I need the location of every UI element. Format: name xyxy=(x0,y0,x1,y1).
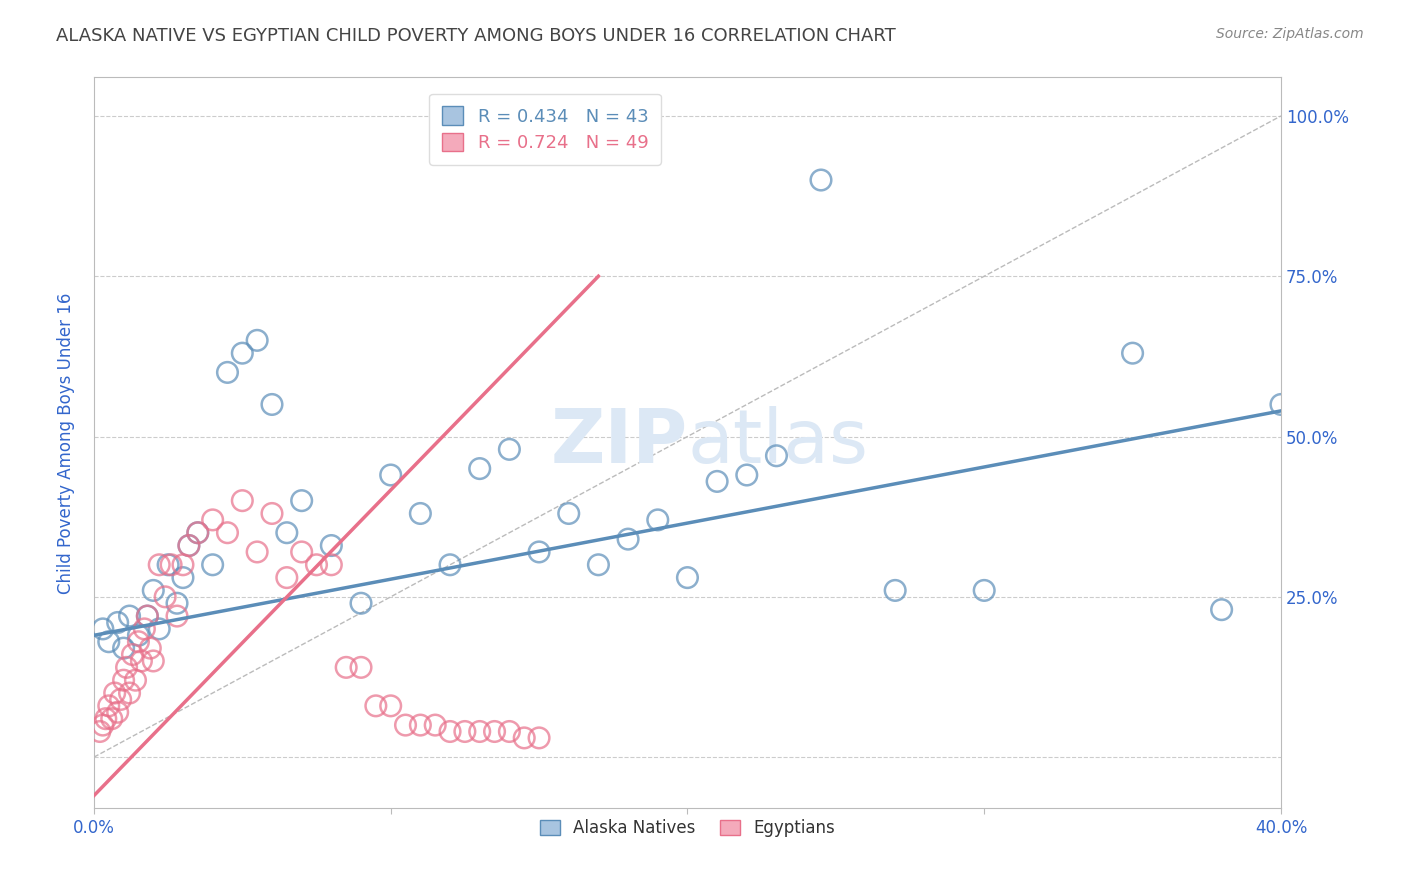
Point xyxy=(350,660,373,674)
Point xyxy=(172,558,194,572)
Point xyxy=(110,692,132,706)
Point xyxy=(291,545,314,559)
Point xyxy=(166,609,188,624)
Point xyxy=(425,718,447,732)
Point xyxy=(810,173,832,187)
Point xyxy=(765,449,787,463)
Point xyxy=(527,731,550,745)
Point xyxy=(217,525,239,540)
Point xyxy=(91,622,114,636)
Point xyxy=(706,475,728,489)
Point xyxy=(104,686,127,700)
Point xyxy=(134,622,156,636)
Point xyxy=(201,513,224,527)
Point xyxy=(305,558,328,572)
Point xyxy=(1211,602,1233,616)
Point xyxy=(394,718,416,732)
Point xyxy=(100,712,122,726)
Point xyxy=(148,558,170,572)
Point xyxy=(260,507,283,521)
Point xyxy=(439,724,461,739)
Point xyxy=(291,493,314,508)
Point xyxy=(1122,346,1144,360)
Point xyxy=(246,334,269,348)
Point xyxy=(380,468,402,483)
Point xyxy=(97,698,120,713)
Point xyxy=(118,686,141,700)
Point xyxy=(454,724,477,739)
Point xyxy=(148,622,170,636)
Point xyxy=(246,545,269,559)
Point xyxy=(735,468,758,483)
Point xyxy=(177,539,200,553)
Point xyxy=(513,731,536,745)
Point xyxy=(409,507,432,521)
Point xyxy=(153,590,176,604)
Point xyxy=(276,571,298,585)
Point xyxy=(217,365,239,379)
Point xyxy=(89,724,111,739)
Point xyxy=(498,724,520,739)
Point xyxy=(115,660,138,674)
Point xyxy=(157,558,180,572)
Point xyxy=(231,493,253,508)
Point xyxy=(335,660,357,674)
Point xyxy=(468,724,491,739)
Point xyxy=(484,724,506,739)
Point xyxy=(617,532,640,546)
Point xyxy=(142,583,165,598)
Point xyxy=(973,583,995,598)
Point xyxy=(166,596,188,610)
Point xyxy=(172,571,194,585)
Point xyxy=(94,712,117,726)
Point xyxy=(124,673,146,688)
Point xyxy=(136,609,159,624)
Text: Source: ZipAtlas.com: Source: ZipAtlas.com xyxy=(1216,27,1364,41)
Point xyxy=(498,442,520,457)
Point xyxy=(107,615,129,630)
Point xyxy=(127,628,149,642)
Text: ZIP: ZIP xyxy=(550,407,688,479)
Point xyxy=(468,461,491,475)
Text: ALASKA NATIVE VS EGYPTIAN CHILD POVERTY AMONG BOYS UNDER 16 CORRELATION CHART: ALASKA NATIVE VS EGYPTIAN CHILD POVERTY … xyxy=(56,27,896,45)
Point xyxy=(187,525,209,540)
Point xyxy=(884,583,907,598)
Point xyxy=(112,641,135,656)
Point xyxy=(177,539,200,553)
Point xyxy=(187,525,209,540)
Point xyxy=(321,558,343,572)
Point xyxy=(131,654,153,668)
Text: atlas: atlas xyxy=(688,407,869,479)
Point xyxy=(439,558,461,572)
Y-axis label: Child Poverty Among Boys Under 16: Child Poverty Among Boys Under 16 xyxy=(58,293,75,594)
Point xyxy=(231,346,253,360)
Point xyxy=(588,558,610,572)
Point xyxy=(201,558,224,572)
Point xyxy=(321,539,343,553)
Point xyxy=(350,596,373,610)
Point xyxy=(558,507,581,521)
Point xyxy=(647,513,669,527)
Point xyxy=(676,571,699,585)
Point xyxy=(260,397,283,411)
Point xyxy=(160,558,183,572)
Point xyxy=(91,718,114,732)
Point xyxy=(127,634,149,648)
Point xyxy=(136,609,159,624)
Point xyxy=(409,718,432,732)
Point xyxy=(276,525,298,540)
Point xyxy=(97,634,120,648)
Point xyxy=(139,641,162,656)
Point xyxy=(118,609,141,624)
Point xyxy=(121,648,143,662)
Point xyxy=(364,698,387,713)
Point xyxy=(107,705,129,719)
Point xyxy=(142,654,165,668)
Point xyxy=(380,698,402,713)
Point xyxy=(112,673,135,688)
Point xyxy=(527,545,550,559)
Point xyxy=(1270,397,1292,411)
Legend: Alaska Natives, Egyptians: Alaska Natives, Egyptians xyxy=(533,813,842,844)
